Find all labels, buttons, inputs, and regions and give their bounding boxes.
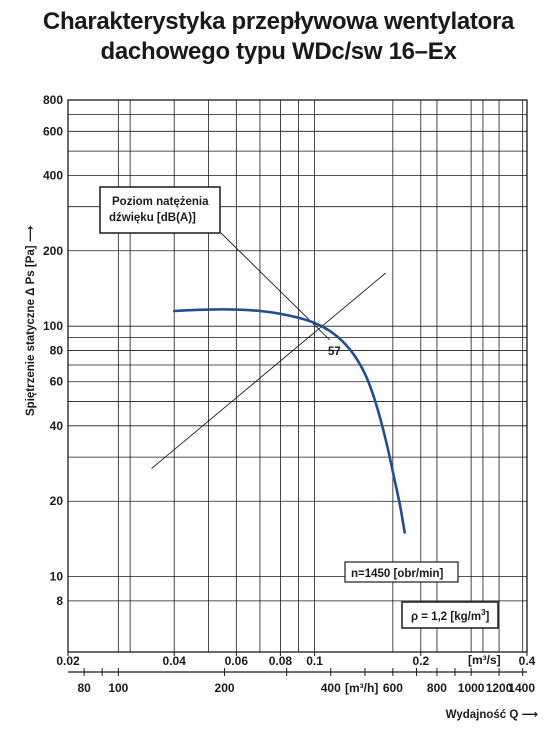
y-axis-label: Spiętrzenie statyczne Δ Ps [Pa] ⟶ (25, 226, 37, 416)
series-group (172, 308, 406, 534)
sound-level-box-frame (99, 186, 221, 234)
density-label-sup: 3 (481, 608, 486, 617)
x-tick-label-m3h: 1400 (508, 681, 535, 695)
plot-frame (67, 99, 528, 676)
x-tick-label-m3s: 0.04 (163, 654, 187, 668)
x-unit-m3s: [m³/s] (468, 653, 501, 667)
y-tick-labels: 8 10 20 40 60 80 100 200 400 600 800 (43, 93, 63, 608)
y-tick-label: 800 (43, 93, 63, 107)
series-line-n1450 (172, 308, 406, 534)
y-tick-label: 10 (50, 570, 64, 584)
speed-box: n=1450 [obr/min] (344, 561, 459, 583)
x-tick-label-m3s: 0.4 (519, 654, 536, 668)
y-tick-label: 100 (43, 319, 63, 333)
y-tick-label: 20 (50, 494, 64, 508)
density-box: ρ = 1,2 [kg/m3] (401, 601, 499, 629)
speed-box-label: n=1450 [obr/min] (351, 568, 444, 580)
sound-level-box: Poziom natężenia dźwięku [dB(A)] (99, 186, 221, 234)
x-tick-label-m3h: 800 (427, 681, 447, 695)
x-tick-label-m3s: 0.02 (56, 654, 80, 668)
y-tick-label: 200 (43, 244, 63, 258)
x-tick-label-m3h: 100 (108, 681, 128, 695)
density-box-frame (401, 601, 499, 629)
x-tick-label-m3h: 80 (77, 681, 91, 695)
y-tick-label: 400 (43, 168, 63, 182)
sound-level-line (151, 272, 386, 469)
x-tick-label-m3h: 1200 (486, 681, 513, 695)
x-tick-label-m3h: 1000 (458, 681, 485, 695)
chart-title-line2: dachowego typu WDc/sw 16–Ex (100, 38, 457, 65)
x-tick-label-m3s: 0.08 (269, 654, 293, 668)
density-box-label: ρ = 1,2 [kg/m3] (411, 608, 490, 623)
x-tick-label-m3s: 0.06 (225, 654, 249, 668)
density-label-suffix: ] (486, 611, 490, 623)
speed-box-frame (344, 561, 459, 583)
x-tick-label-m3s: 0.2 (412, 654, 429, 668)
y-tick-label: 60 (50, 375, 64, 389)
x-unit-m3h: [m³/h] (345, 681, 378, 695)
x-tick-label-m3h: 600 (383, 681, 403, 695)
plot-border (67, 99, 528, 653)
chart-title-line1: Charakterystyka przepływowa wentylatora (42, 8, 515, 35)
sound-level-box-line2: dźwięku [dB(A)] (109, 212, 196, 224)
y-tick-label: 40 (50, 419, 64, 433)
sound-level-value-label: 57 (328, 346, 341, 358)
x-tick-label-m3h: 400 (321, 681, 341, 695)
y-tick-label: 80 (50, 343, 64, 357)
y-tick-label: 8 (56, 594, 63, 608)
x-tick-label-m3h: 200 (215, 681, 235, 695)
density-label-prefix: ρ = 1,2 [kg/m (411, 611, 481, 623)
x-tick-label-m3s: 0.1 (306, 654, 323, 668)
y-tick-label: 600 (43, 124, 63, 138)
sound-level-box-line1: Poziom natężenia (112, 196, 209, 208)
x-axis-label: Wydajność Q ⟶ (446, 709, 538, 721)
x-tick-labels-m3s: 0.02 0.04 0.06 0.08 0.1 0.2 0.4 (56, 654, 535, 668)
